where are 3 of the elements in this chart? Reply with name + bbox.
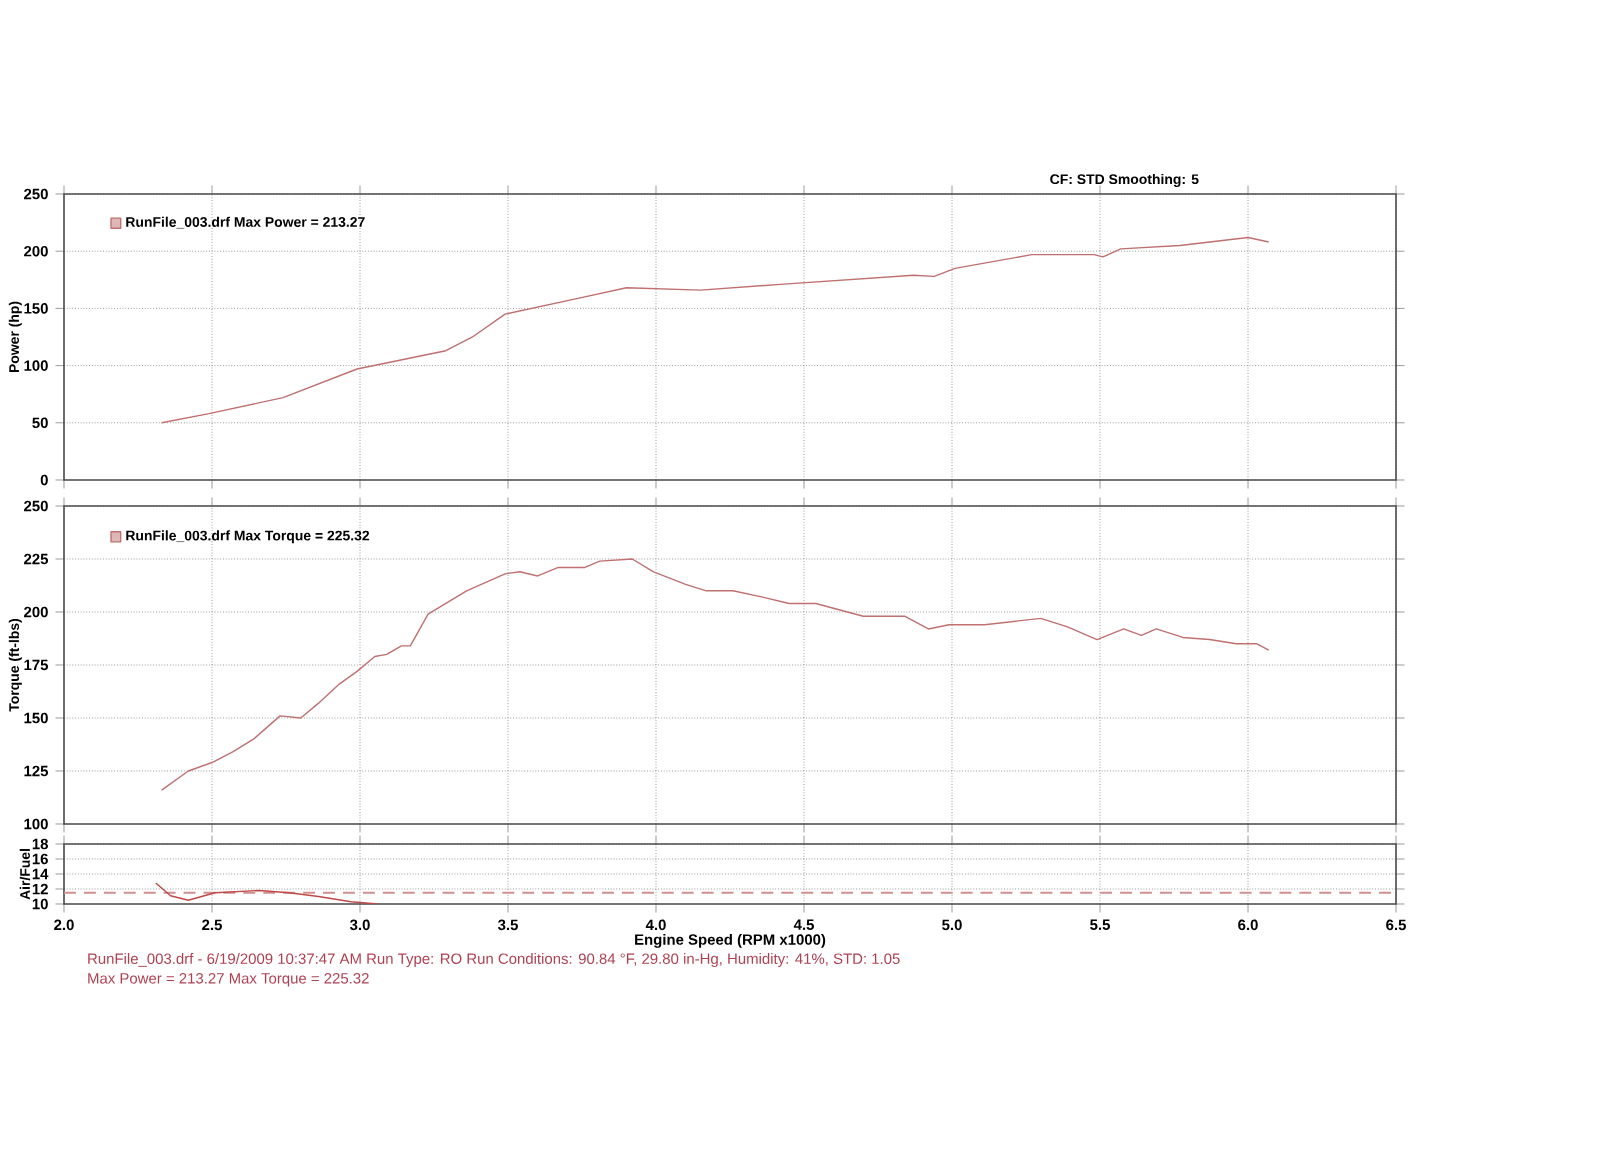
line-series <box>155 882 379 904</box>
line-series <box>160 558 1270 791</box>
line-series <box>160 236 1270 424</box>
